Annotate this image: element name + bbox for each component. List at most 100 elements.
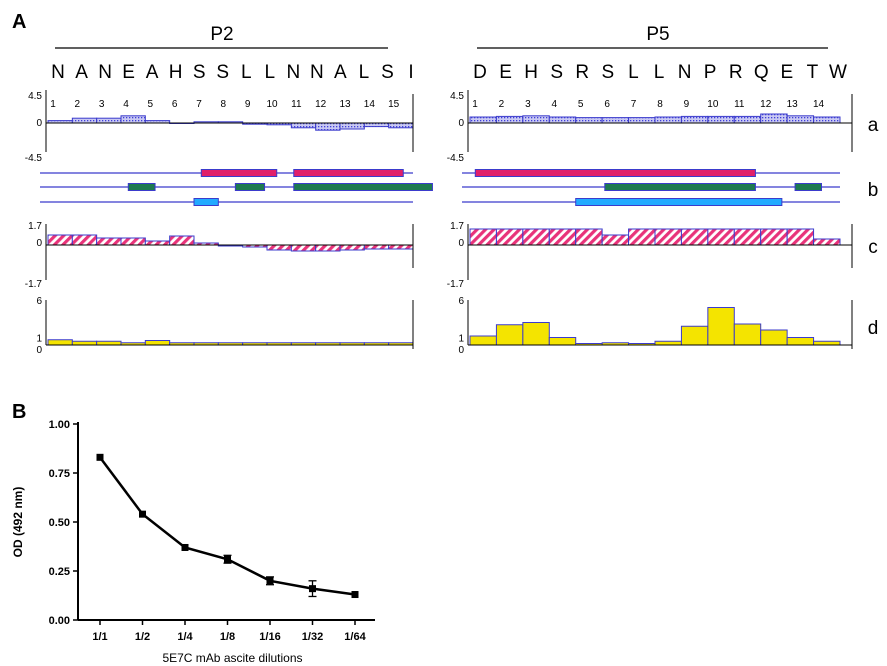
hydropathy-bar [71, 117, 98, 124]
residue-letter: W [829, 62, 847, 83]
accessibility-bar [469, 228, 497, 246]
hydropathy-bar [601, 117, 630, 124]
position-number: 2 [75, 99, 81, 110]
position-number: 8 [657, 99, 663, 110]
y-tick-label: 0.25 [49, 566, 70, 578]
position-number: 6 [172, 99, 178, 110]
secondary-segment [794, 183, 822, 191]
residue-letter: E [122, 62, 135, 83]
position-number: 14 [364, 99, 376, 110]
position-number: 9 [684, 99, 690, 110]
residue-letter: N [51, 62, 65, 83]
antigenicity-bar [786, 337, 815, 346]
position-number: 12 [315, 99, 327, 110]
antigenicity-tick-label: 1 [36, 334, 42, 345]
residue-letter: E [499, 62, 512, 83]
accessibility-bar [628, 228, 656, 246]
hydropathy-tick-label: -4.5 [447, 153, 465, 164]
antigenicity-bar [71, 340, 98, 346]
hydropathy-tick-label: 0 [36, 118, 42, 129]
residue-letter: A [75, 62, 88, 83]
hydropathy-bar [290, 122, 317, 129]
antigenicity-bar [680, 325, 709, 346]
accessibility-bar [495, 228, 524, 246]
residue-letter: L [359, 62, 370, 83]
hydropathy-bar [813, 116, 841, 124]
hydropathy-bar [120, 115, 146, 124]
position-number: 10 [266, 99, 278, 110]
hydropathy-bar [707, 115, 735, 124]
secondary-segment [604, 183, 756, 191]
accessibility-tick-label: -1.7 [25, 279, 43, 290]
y-tick-label: 1.00 [49, 419, 70, 431]
residue-letter: D [473, 62, 487, 83]
secondary-segment [293, 183, 433, 191]
position-number: 12 [760, 99, 772, 110]
accessibility-bar [601, 234, 630, 246]
residue-letter: A [334, 62, 347, 83]
row-label-b: b [868, 180, 879, 201]
peptide-p5: P5D E H S R S L L N P R Q E T W1 2 3 4 5 6 7 8 9 10 11 12 13 144.50… [447, 24, 853, 356]
antigenicity-tick-label: 1 [458, 334, 464, 345]
antigenicity-bar [733, 323, 762, 346]
antigenicity-bar [469, 335, 497, 346]
antigenicity-bar [522, 322, 550, 346]
position-number: 3 [99, 99, 105, 110]
hydropathy-bar [760, 113, 788, 124]
position-number: 14 [813, 99, 825, 110]
position-number: 1 [472, 99, 478, 110]
residue-letter: A [146, 62, 159, 83]
position-number: 7 [631, 99, 637, 110]
accessibility-bar [71, 234, 98, 246]
accessibility-bar [522, 228, 550, 246]
accessibility-bar [707, 228, 735, 246]
y-tick-label: 0.00 [49, 615, 70, 627]
residue-letter: L [265, 62, 276, 83]
data-point [96, 453, 104, 461]
position-number: 6 [604, 99, 610, 110]
x-tick-label: 1/8 [220, 631, 235, 643]
hydropathy-bar [363, 122, 390, 128]
residue-letter: N [286, 62, 300, 83]
x-tick-label: 1/32 [302, 631, 323, 643]
hydropathy-bar [522, 115, 550, 124]
hydropathy-bar [654, 116, 682, 124]
residue-letter: S [550, 62, 563, 83]
position-number: 13 [339, 99, 351, 110]
accessibility-tick-label: 0 [36, 238, 42, 249]
accessibility-bar [290, 244, 317, 252]
antigenicity-bar [760, 329, 788, 346]
accessibility-bar [363, 244, 390, 250]
hydropathy-bar [315, 122, 341, 131]
data-point [309, 585, 316, 593]
hydropathy-bar [733, 115, 762, 124]
accessibility-bar [339, 244, 365, 251]
row-label-c: c [868, 237, 878, 258]
residue-letter: N [310, 62, 324, 83]
secondary-segment [234, 183, 266, 191]
secondary-segment [474, 169, 756, 177]
accessibility-bar [120, 237, 146, 246]
residue-letter: H [169, 62, 183, 83]
position-number: 7 [196, 99, 202, 110]
hydropathy-bar [388, 122, 414, 129]
x-tick-label: 1/1 [92, 631, 107, 643]
hydropathy-tick-label: 4.5 [28, 91, 42, 102]
hydropathy-tick-label: -4.5 [25, 153, 43, 164]
antigenicity-tick-label: 0 [458, 345, 464, 356]
accessibility-bar [760, 228, 788, 246]
secondary-segment [293, 169, 404, 177]
hydropathy-bar [786, 115, 815, 124]
series-line [98, 456, 356, 596]
y-axis-label: OD (492 nm) [11, 487, 25, 558]
antigenicity-tick-label: 6 [36, 296, 42, 307]
x-tick-label: 1/16 [259, 631, 280, 643]
hydropathy-bar [96, 117, 122, 124]
position-number: 1 [50, 99, 56, 110]
x-axis-label: 5E7C mAb ascite dilutions [162, 651, 302, 665]
position-number: 5 [148, 99, 154, 110]
secondary-segment [575, 198, 783, 206]
accessibility-bar [266, 244, 292, 251]
panel-b-label: B [12, 401, 26, 423]
